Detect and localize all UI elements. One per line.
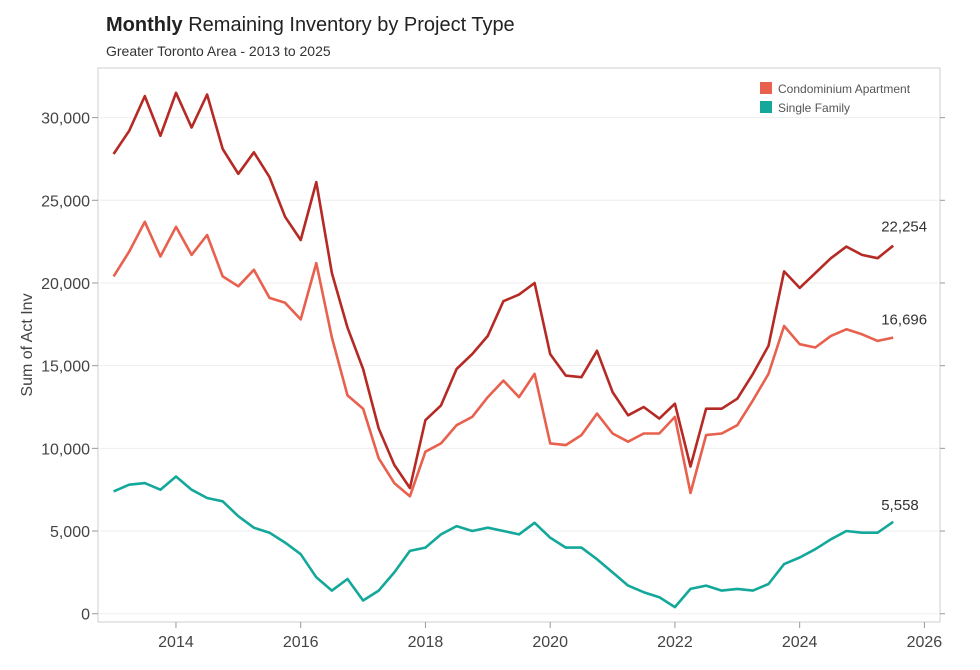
series-line-total — [112, 91, 895, 490]
end-label-single-family: 5,558 — [881, 497, 919, 514]
end-label-condo: 16,696 — [881, 312, 927, 329]
y-tick-label: 5,000 — [50, 524, 90, 541]
gridlines — [98, 117, 940, 615]
legend-label-condo: Condominium Apartment — [778, 82, 911, 96]
series-lines — [112, 91, 895, 609]
legend-swatch-single-family — [760, 101, 772, 113]
y-tick-label: 10,000 — [41, 441, 90, 458]
x-tick-label: 2026 — [907, 634, 943, 651]
plot-frame — [97, 67, 941, 623]
y-axis: 0 5,000 10,000 15,000 20,000 25,000 30,000 — [41, 111, 945, 624]
y-axis-label: Sum of Act Inv — [19, 293, 36, 396]
end-labels: 22,254 16,696 5,558 — [881, 219, 927, 514]
title-strong: Monthly — [106, 14, 183, 36]
x-tick-label: 2022 — [657, 634, 693, 651]
x-axis: 2014 2016 2018 2020 2022 2024 2026 — [158, 622, 942, 651]
x-tick-label: 2018 — [408, 634, 444, 651]
x-tick-label: 2020 — [532, 634, 568, 651]
chart-subtitle: Greater Toronto Area - 2013 to 2025 — [106, 43, 331, 59]
title-rest: Remaining Inventory by Project Type — [188, 14, 515, 36]
x-tick-label: 2024 — [782, 634, 818, 651]
legend-label-single-family: Single Family — [778, 101, 850, 115]
legend: Condominium Apartment Single Family — [760, 82, 911, 115]
y-tick-label: 15,000 — [41, 359, 90, 376]
y-tick-label: 25,000 — [41, 193, 90, 210]
y-tick-label: 0 — [81, 607, 90, 624]
y-tick-label: 30,000 — [41, 111, 90, 128]
end-label-total: 22,254 — [881, 219, 927, 236]
legend-swatch-condo — [760, 82, 772, 94]
series-line-condo — [112, 220, 894, 498]
chart-title: Monthly Remaining Inventory by Project T… — [106, 14, 515, 37]
y-tick-label: 20,000 — [41, 276, 90, 293]
x-tick-label: 2014 — [158, 634, 194, 651]
series-line-single-family — [113, 475, 894, 609]
x-tick-label: 2016 — [283, 634, 319, 651]
